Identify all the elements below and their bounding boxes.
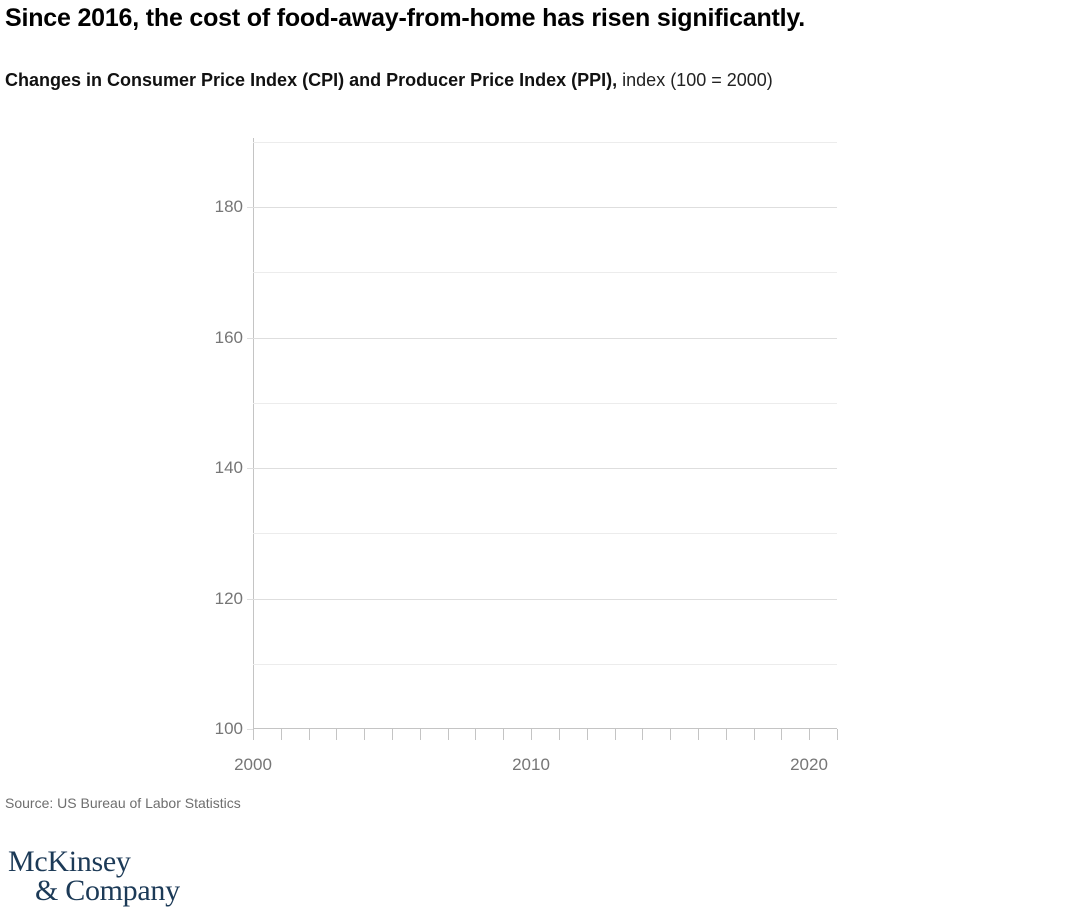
y-gridline	[253, 468, 837, 469]
page-title: Since 2016, the cost of food-away-from-h…	[5, 4, 806, 32]
x-tick	[670, 729, 671, 740]
y-gridline	[253, 142, 837, 143]
y-gridline	[253, 664, 837, 665]
x-axis-label: 2020	[790, 755, 828, 774]
x-tick	[726, 729, 727, 740]
x-tick	[642, 729, 643, 740]
x-tick	[281, 729, 282, 740]
y-gridline	[253, 599, 837, 600]
y-gridline	[253, 403, 837, 404]
x-axis-label: 2000	[234, 755, 272, 774]
x-tick	[475, 729, 476, 740]
logo-line-1: McKinsey	[8, 845, 131, 878]
x-tick	[587, 729, 588, 740]
y-axis-label: 140	[214, 458, 243, 477]
y-axis-label: 100	[214, 719, 243, 738]
x-tick	[336, 729, 337, 740]
x-tick	[420, 729, 421, 740]
y-tick	[247, 599, 253, 600]
x-tick	[754, 729, 755, 740]
y-axis-label: 160	[214, 328, 243, 347]
mckinsey-logo: McKinsey & Company	[8, 845, 180, 907]
x-tick	[559, 729, 560, 740]
y-gridline	[253, 338, 837, 339]
plot-area: 100 120 140 160 180 2000 2010 2020	[215, 138, 838, 774]
y-axis-line	[253, 138, 254, 740]
chart-subtitle: Changes in Consumer Price Index (CPI) an…	[5, 68, 773, 92]
source-note: Source: US Bureau of Labor Statistics	[5, 795, 241, 811]
y-axis-label: 180	[214, 197, 243, 216]
x-tick	[392, 729, 393, 740]
x-tick	[309, 729, 310, 740]
y-tick	[247, 338, 253, 339]
x-tick	[837, 729, 838, 740]
x-axis-baseline	[253, 728, 837, 729]
logo-line-2: & Company	[35, 874, 180, 907]
y-gridline	[253, 207, 837, 208]
x-tick	[809, 729, 810, 740]
y-axis-label: 120	[214, 589, 243, 608]
x-tick	[698, 729, 699, 740]
x-axis-label: 2010	[512, 755, 550, 774]
x-tick	[781, 729, 782, 740]
y-tick	[247, 729, 253, 730]
subtitle-measure-label: Changes in Consumer Price Index (CPI) an…	[5, 70, 618, 90]
subtitle-units-label: index (100 = 2000)	[617, 70, 773, 90]
x-tick	[615, 729, 616, 740]
y-gridline	[253, 533, 837, 534]
x-tick	[364, 729, 365, 740]
y-gridline	[253, 272, 837, 273]
x-tick	[503, 729, 504, 740]
y-tick	[247, 207, 253, 208]
y-tick	[247, 468, 253, 469]
x-tick	[448, 729, 449, 740]
x-tick	[253, 729, 254, 740]
x-tick	[531, 729, 532, 740]
